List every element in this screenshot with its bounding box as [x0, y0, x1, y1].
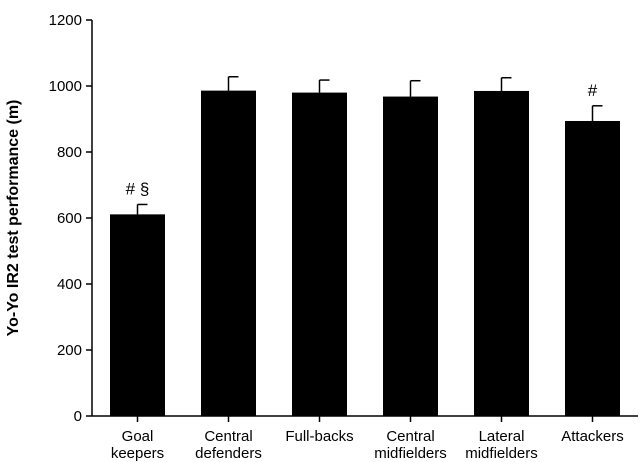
bar	[292, 92, 347, 416]
x-category-label: midfielders	[465, 445, 538, 462]
y-tick-label: 1200	[49, 12, 82, 29]
bar	[201, 90, 256, 417]
x-category-label: Central	[386, 428, 434, 445]
bar	[565, 120, 620, 416]
x-category-label: Goal	[122, 428, 154, 445]
y-tick-label: 600	[57, 210, 82, 227]
x-category-label: Full-backs	[285, 428, 353, 445]
x-category-label: defenders	[195, 445, 262, 462]
x-axis	[92, 415, 638, 422]
x-category-label: midfielders	[374, 445, 447, 462]
bars	[110, 90, 620, 417]
y-axis-title: Yo-Yo IR2 test performance (m)	[5, 100, 22, 337]
significance-marker: #	[588, 81, 598, 100]
y-axis: 0 200 400 600 800 1000 1200	[49, 12, 93, 425]
x-category-label: Attackers	[561, 428, 624, 445]
x-category-label: keepers	[111, 445, 164, 462]
significance-marker: # §	[126, 179, 150, 198]
y-tick-label: 1000	[49, 78, 82, 95]
bar	[383, 96, 438, 416]
error-bars	[136, 76, 603, 215]
x-category-label: Central	[204, 428, 252, 445]
y-tick-label: 400	[57, 276, 82, 293]
y-tick-label: 200	[57, 342, 82, 359]
annotations: # § #	[126, 81, 598, 199]
y-tick-label: 800	[57, 144, 82, 161]
bar	[474, 90, 529, 416]
x-category-label: Lateral	[479, 428, 525, 445]
bar	[110, 214, 165, 416]
y-tick-label: 0	[74, 408, 82, 425]
